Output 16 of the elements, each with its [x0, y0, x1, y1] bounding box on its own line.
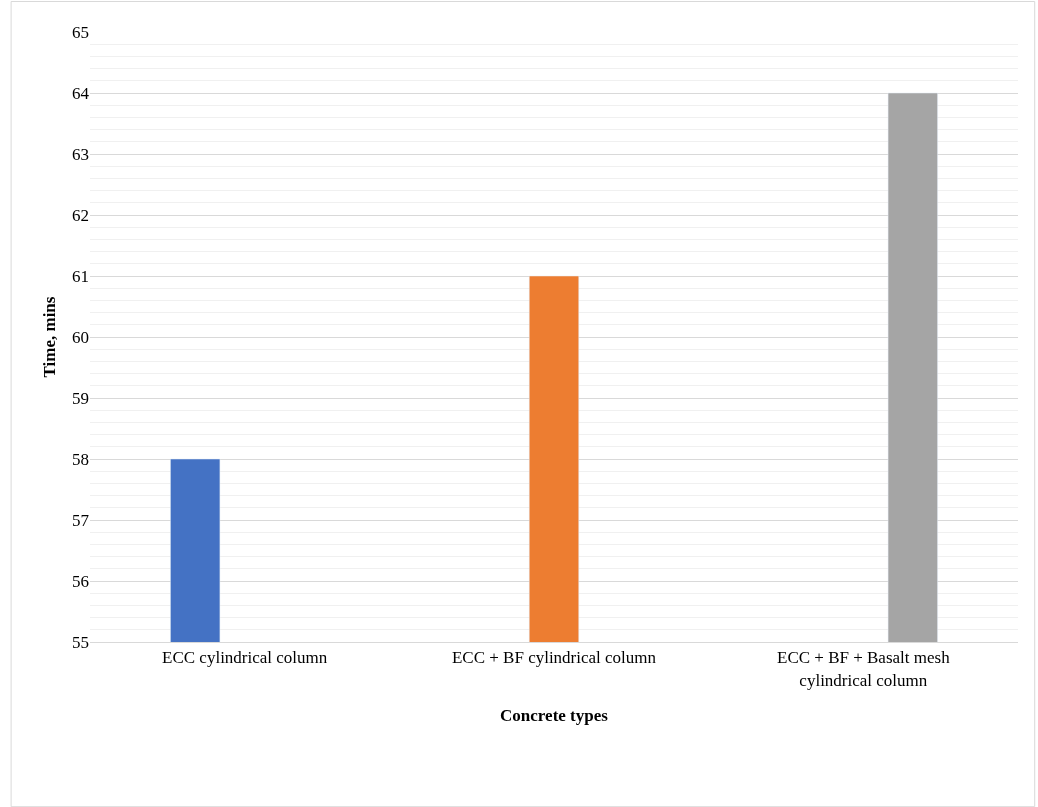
y-tick-label: 57: [72, 510, 90, 530]
y-tick-label: 61: [72, 266, 89, 286]
y-tick-label: 65: [72, 22, 89, 42]
y-tick-label: 58: [72, 449, 89, 469]
y-tick-label: 63: [72, 144, 89, 164]
x-tick-label: ECC + BF cylindrical column: [451, 648, 657, 668]
y-tick-label: 55: [72, 632, 89, 652]
y-axis-title: Time, mins: [39, 296, 59, 378]
y-tick-label: 62: [72, 205, 89, 225]
y-tick-label: 64: [72, 83, 90, 103]
x-axis-title: Concrete types: [500, 705, 609, 725]
y-tick-label: 60: [72, 327, 89, 347]
x-tick-label: ECC + BF + Basalt mesh cylindrical column: [777, 648, 951, 690]
y-tick-label: 59: [72, 388, 89, 408]
y-tick-label: 56: [72, 571, 89, 591]
x-tick-label: ECC cylindrical column: [162, 648, 328, 668]
